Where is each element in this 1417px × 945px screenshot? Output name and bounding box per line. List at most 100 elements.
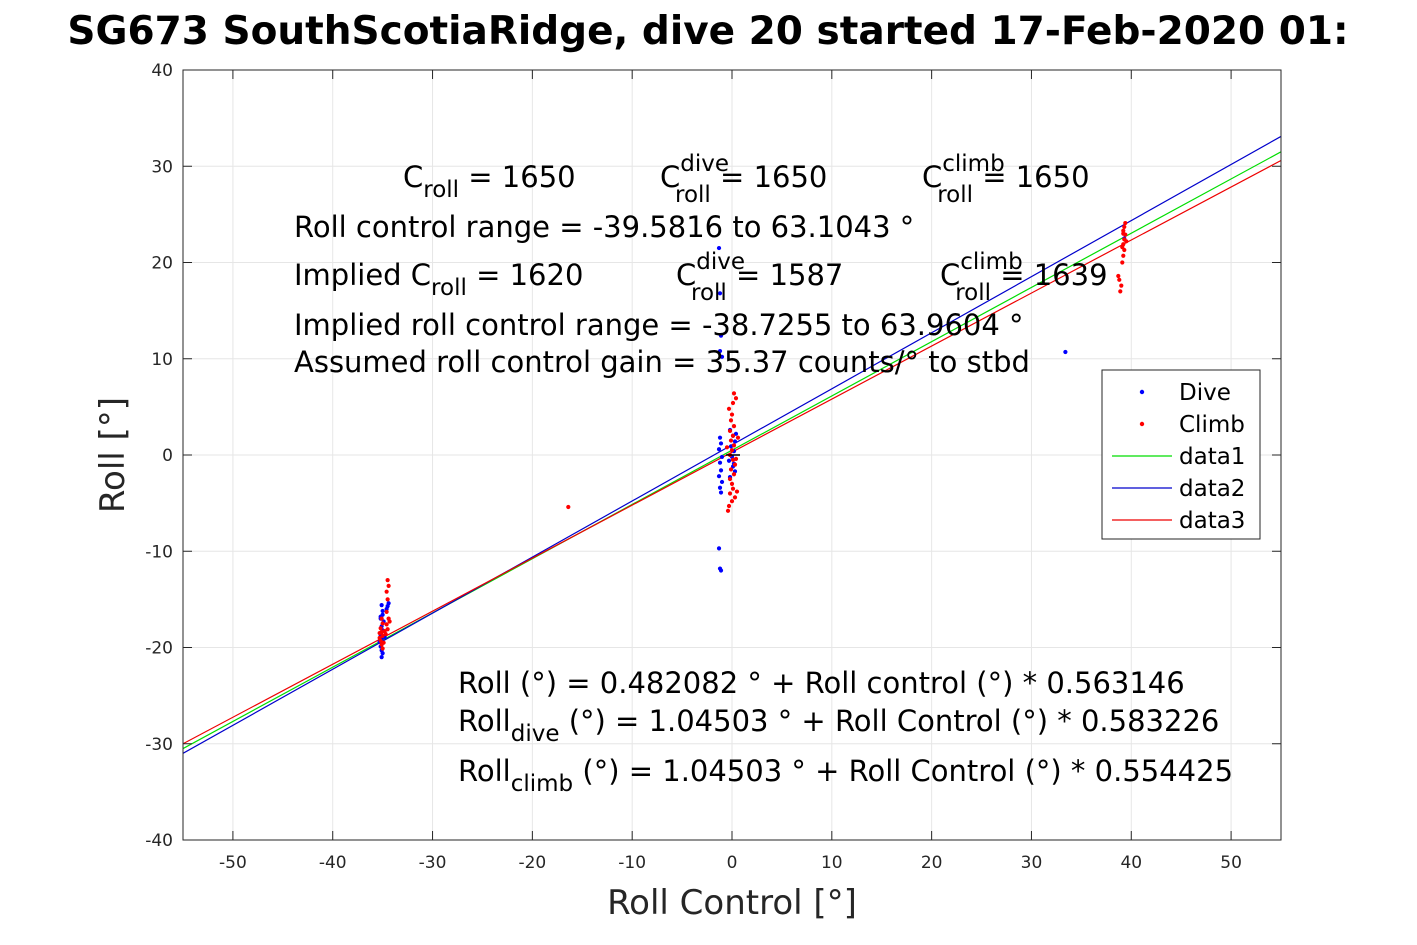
- point-climb: [382, 629, 387, 634]
- y-tick-label: 0: [162, 446, 173, 466]
- implied-roll-center-2: Cdive roll = 1587: [676, 249, 843, 306]
- point-climb: [377, 635, 382, 640]
- point-dive: [718, 333, 724, 338]
- point-dive: [717, 348, 723, 354]
- point-climb: [730, 433, 736, 438]
- point-dive: [380, 612, 385, 617]
- y-tick-label: 30: [151, 157, 173, 177]
- point-climb: [380, 646, 385, 651]
- point-dive: [718, 568, 724, 573]
- point-climb: [729, 412, 735, 417]
- point-dive: [717, 435, 723, 440]
- y-tick-label: -40: [145, 831, 173, 851]
- x-tick-label: -30: [419, 853, 447, 873]
- point-dive: [717, 485, 723, 490]
- roll-center-label-1: Croll = 1650: [403, 160, 576, 203]
- x-tick-label: 40: [1120, 853, 1142, 873]
- x-tick-label: 10: [821, 853, 843, 873]
- y-tick-label: -20: [145, 639, 173, 659]
- point-climb: [385, 578, 390, 583]
- point-dive: [716, 546, 722, 551]
- point-dive: [385, 604, 390, 609]
- point-climb: [381, 640, 386, 645]
- point-climb: [1122, 224, 1127, 229]
- point-climb: [727, 428, 733, 434]
- point-climb: [734, 489, 740, 494]
- point-climb: [385, 627, 390, 632]
- x-tick-label: -20: [518, 853, 546, 873]
- point-climb: [380, 621, 385, 626]
- point-climb: [735, 435, 741, 440]
- point-dive: [718, 468, 724, 473]
- point-climb: [386, 583, 391, 589]
- y-tick-label: 10: [151, 350, 173, 370]
- point-climb: [732, 495, 738, 500]
- y-tick-label: -30: [145, 735, 173, 755]
- point-climb: [732, 462, 738, 467]
- x-tick-label: -50: [219, 853, 247, 873]
- point-climb: [384, 589, 389, 594]
- x-tick-label: -40: [319, 853, 347, 873]
- y-tick-label: 40: [151, 61, 173, 81]
- point-climb: [1121, 228, 1126, 233]
- point-climb: [377, 630, 382, 636]
- implied-roll-center-3: Cclimb roll = 1639: [940, 249, 1108, 306]
- point-dive: [719, 354, 725, 359]
- x-tick-label: 20: [921, 853, 943, 873]
- point-dive: [716, 447, 722, 452]
- point-climb: [1119, 283, 1124, 288]
- point-dive: [718, 490, 724, 495]
- point-climb: [727, 491, 733, 496]
- point-dive: [733, 431, 739, 436]
- legend: Dive Climb data1 data2 data3: [1101, 369, 1261, 540]
- point-dive: [717, 460, 723, 465]
- legend-label-data2: data2: [1179, 476, 1245, 502]
- point-climb: [731, 472, 737, 477]
- point-climb: [1124, 239, 1129, 244]
- point-climb: [1120, 245, 1125, 250]
- roll-control-gain: Assumed roll control gain = 35.37 counts…: [294, 345, 1030, 379]
- point-climb: [733, 456, 739, 461]
- point-climb: [378, 626, 383, 631]
- point-dive: [716, 474, 722, 479]
- legend-box: [1101, 369, 1261, 540]
- point-climb: [731, 391, 737, 396]
- point-dive: [379, 655, 384, 660]
- x-tick-label: 30: [1021, 853, 1043, 873]
- point-climb: [724, 445, 730, 450]
- point-dive: [732, 439, 738, 444]
- point-climb: [726, 406, 732, 411]
- point-climb: [733, 396, 739, 401]
- x-axis-label: Roll Control [°]: [607, 883, 857, 923]
- point-climb: [1120, 260, 1125, 265]
- legend-label-dive: Dive: [1179, 380, 1231, 406]
- point-climb: [1121, 253, 1126, 258]
- point-dive: [1063, 349, 1068, 355]
- point-climb: [728, 438, 734, 443]
- y-tick-label: 20: [151, 254, 173, 274]
- point-climb: [387, 619, 392, 624]
- legend-label-data1: data1: [1179, 444, 1245, 470]
- roll-center-label-2: Cdive roll = 1650: [660, 151, 827, 208]
- fit-equation-all: Roll (°) = 0.482082 ° + Roll control (°)…: [458, 666, 1185, 700]
- fit-equation-climb: Rollclimb (°) = 1.04503 ° + Roll Control…: [458, 754, 1233, 797]
- point-dive: [379, 603, 384, 608]
- point-climb: [1116, 273, 1121, 279]
- point-climb: [384, 609, 389, 614]
- legend-marker-climb: [1139, 421, 1145, 427]
- point-climb: [729, 499, 735, 504]
- roll-control-range: Roll control range = -39.5816 to 63.1043…: [294, 210, 914, 244]
- implied-roll-center-1: Implied Croll = 1620: [294, 258, 583, 301]
- point-climb: [728, 418, 734, 423]
- axis-ticks: -50 -40 -30 -20 -10 0 10 20 30 40 50 -40 -30 -20 -10 0 1…: [145, 61, 1281, 873]
- x-tick-label: 0: [727, 853, 738, 873]
- fit-equation-dive: Rolldive (°) = 1.04503 ° + Roll Control …: [458, 704, 1219, 747]
- point-climb: [1121, 231, 1126, 236]
- point-climb: [379, 616, 384, 621]
- point-climb: [385, 597, 390, 602]
- legend-label-climb: Climb: [1179, 412, 1245, 438]
- point-climb: [1118, 289, 1123, 294]
- point-climb: [730, 400, 736, 406]
- implied-roll-control-range: Implied roll control range = -38.7255 to…: [294, 308, 1024, 342]
